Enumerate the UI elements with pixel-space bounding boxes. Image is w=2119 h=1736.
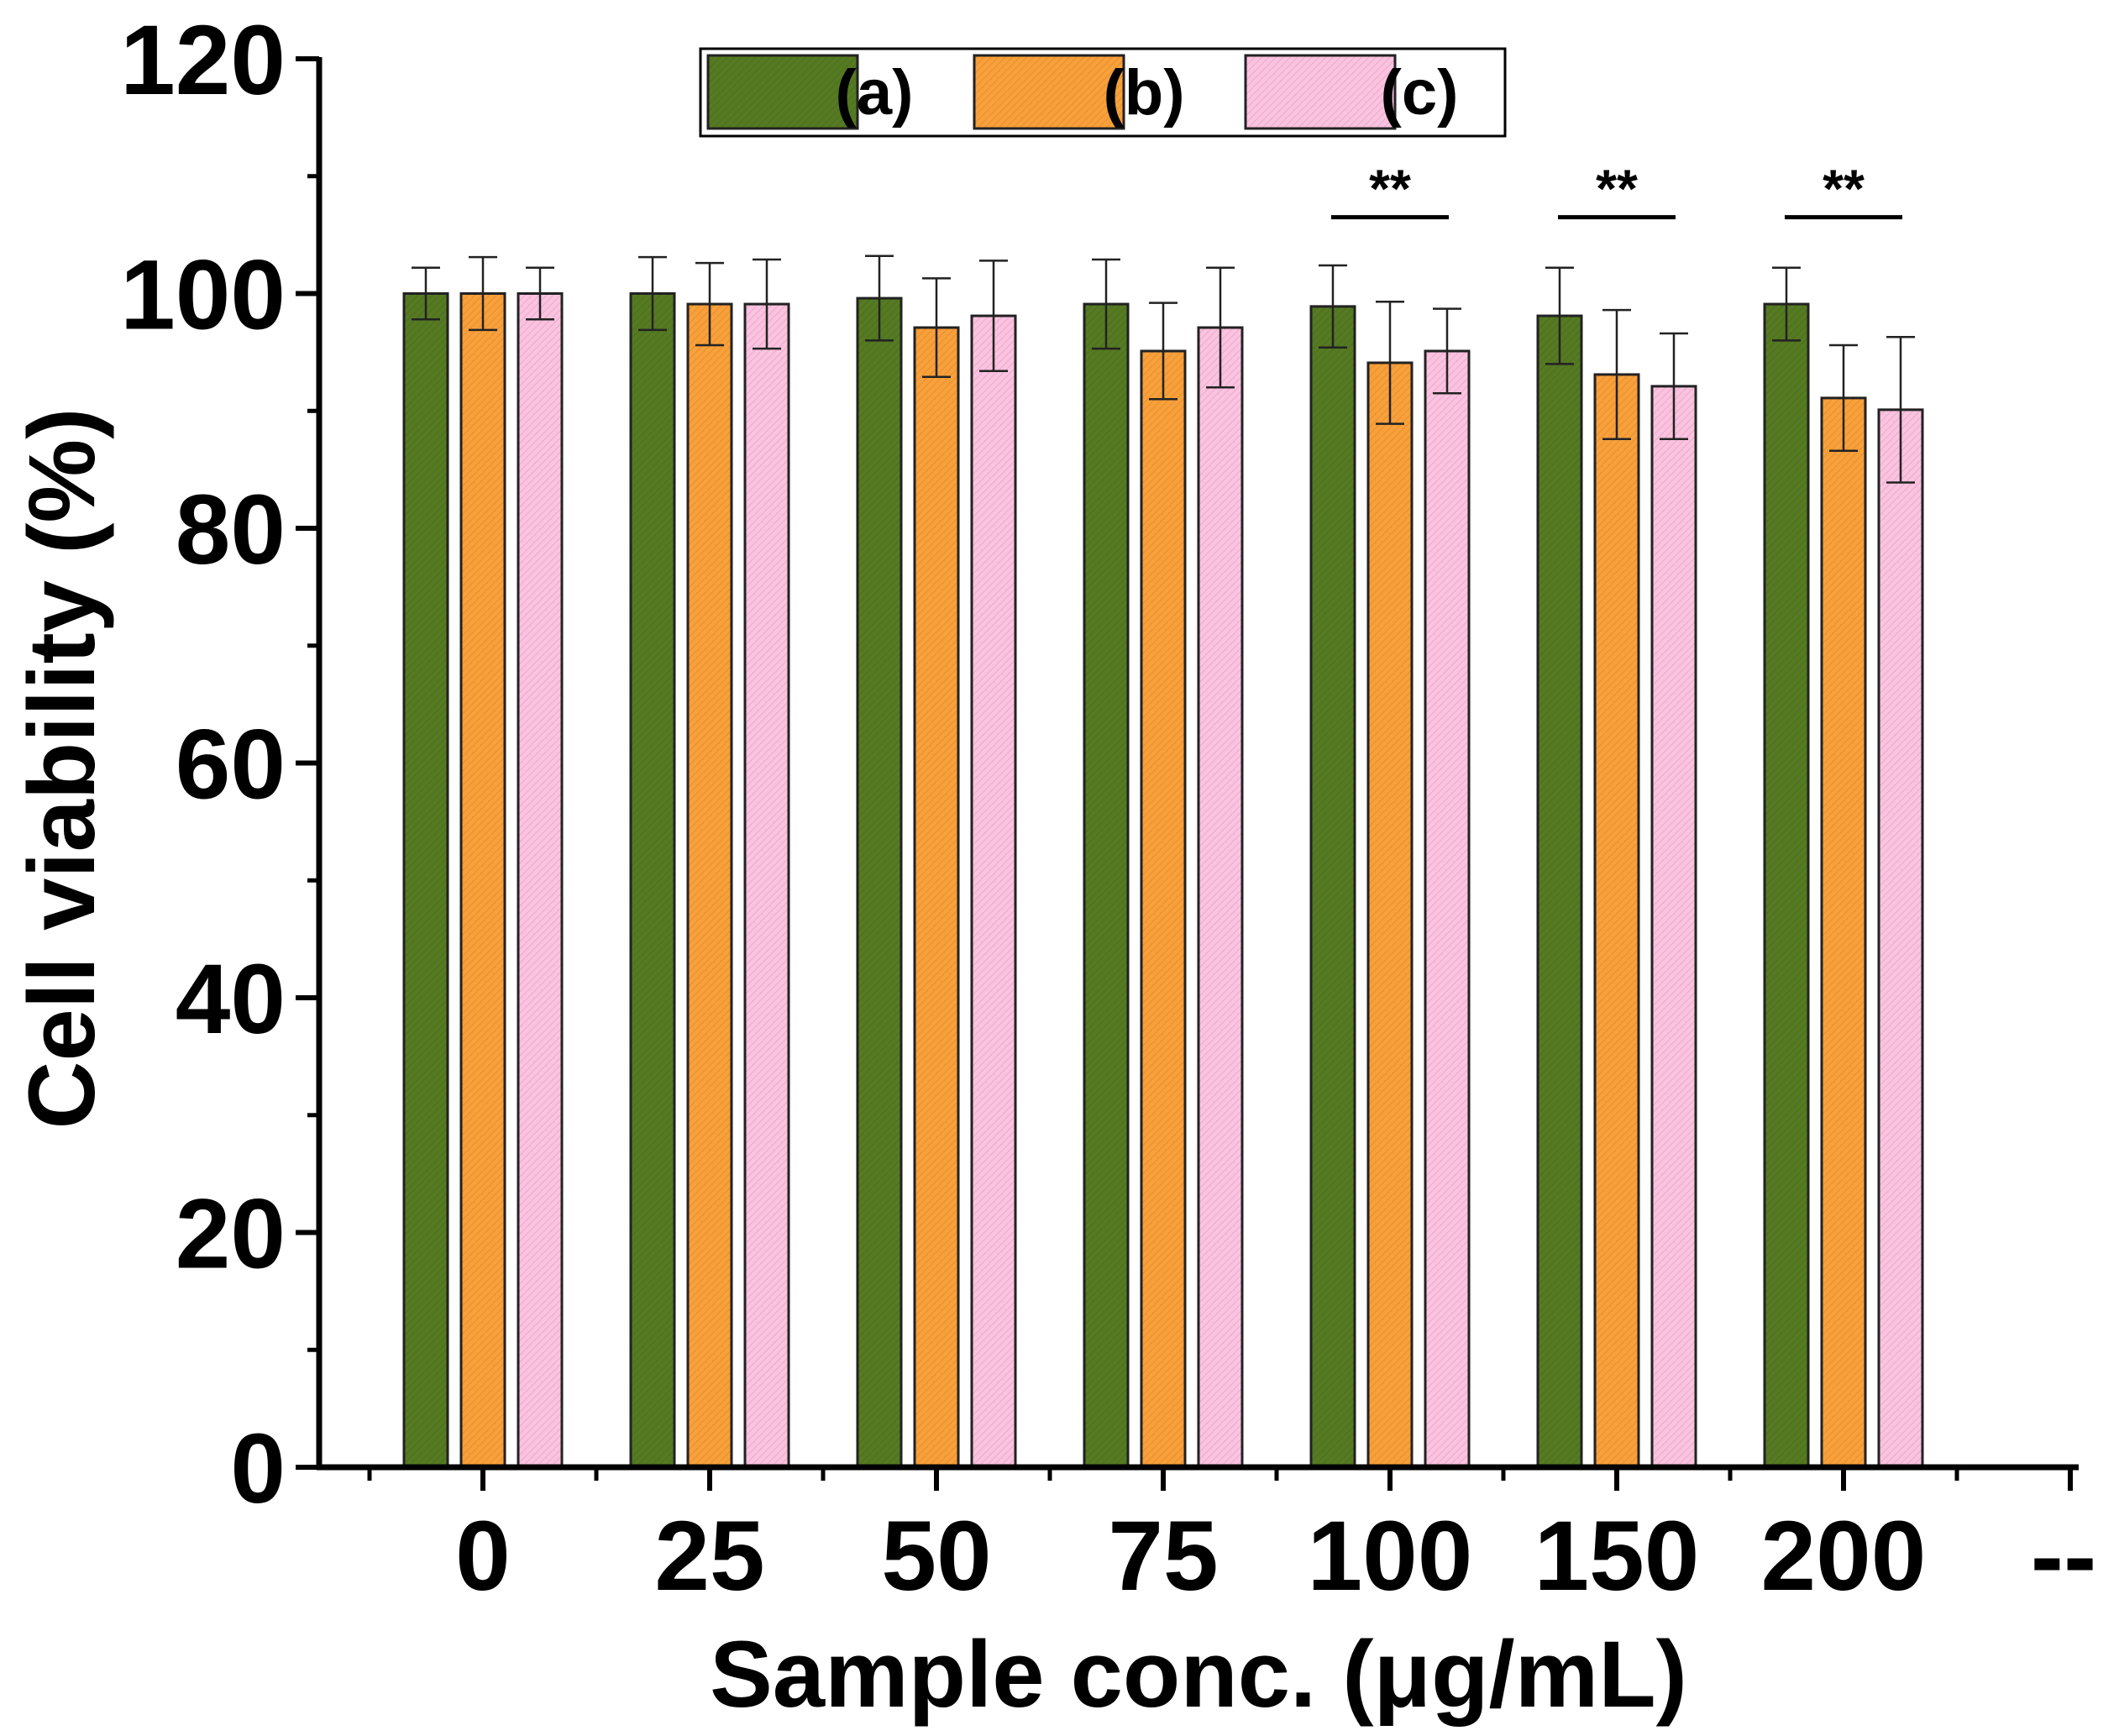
axes: 0 20 40 60 80 100 120 0 25 50 75 100 150 200 -- [120, 5, 2096, 1612]
x-axis-title: Sample conc. (μg/mL) [710, 1622, 1687, 1727]
legend-swatch-texture-series-2 [974, 55, 1124, 128]
legend-label-series-2: (b) [1103, 57, 1184, 128]
x-tick-label-100: 100 [1308, 1501, 1473, 1612]
significance-marker-150: ** [1596, 159, 1638, 219]
legend: (a) (b) (c) [699, 47, 1507, 138]
bar-texture-series-2-0 [461, 293, 505, 1467]
bar-texture-series-3-50 [972, 316, 1015, 1467]
bar-texture-series-2-200 [1822, 397, 1865, 1468]
bar-texture-series-2-100 [1368, 362, 1412, 1467]
bar-texture-series-3-200 [1879, 409, 1922, 1467]
bar-texture-series-1-50 [858, 298, 901, 1468]
legend-label-series-1: (a) [836, 57, 914, 128]
bar-texture-series-2-50 [915, 328, 958, 1468]
legend-label-series-3: (c) [1381, 57, 1459, 128]
x-tick-label-25: 25 [654, 1501, 764, 1612]
bar-texture-series-3-150 [1652, 385, 1696, 1468]
bar-texture-series-2-25 [688, 304, 732, 1467]
y-tick-label-20: 20 [176, 1179, 286, 1290]
y-axis-title: Cell viability (%) [9, 408, 114, 1130]
error-bars-layer [412, 254, 1915, 484]
legend-swatch-texture-series-1 [708, 55, 858, 128]
bar-texture-series-3-25 [745, 304, 789, 1467]
bar-texture-series-1-75 [1084, 304, 1128, 1467]
x-tick-label-extra: -- [2031, 1501, 2097, 1612]
bar-texture-series-1-150 [1538, 316, 1581, 1467]
x-tick-label-150: 150 [1534, 1501, 1700, 1612]
bar-texture-series-1-25 [631, 293, 674, 1467]
y-tick-label-100: 100 [120, 240, 286, 351]
y-tick-label-120: 120 [120, 5, 286, 116]
bar-texture-series-1-200 [1765, 304, 1808, 1467]
y-tick-label-40: 40 [176, 944, 286, 1055]
bar-texture-series-3-100 [1425, 350, 1469, 1467]
y-tick-label-60: 60 [176, 710, 286, 821]
significance-annotations: ** ** ** [1331, 159, 1902, 220]
bar-texture-series-1-0 [404, 293, 448, 1467]
bars-layer [402, 292, 1924, 1469]
x-tick-label-50: 50 [881, 1501, 991, 1612]
x-tick-label-0: 0 [455, 1501, 511, 1612]
y-tick-label-80: 80 [176, 475, 286, 585]
bar-texture-series-1-100 [1311, 306, 1355, 1467]
significance-marker-200: ** [1823, 159, 1865, 219]
legend-swatch-texture-series-3 [1246, 55, 1395, 128]
bar-texture-series-2-75 [1141, 350, 1185, 1467]
bar-texture-series-3-75 [1198, 328, 1242, 1468]
x-tick-label-200: 200 [1761, 1501, 1927, 1612]
bar-texture-series-2-150 [1595, 374, 1639, 1467]
significance-marker-100: ** [1369, 159, 1411, 219]
x-tick-label-75: 75 [1108, 1501, 1218, 1612]
y-tick-label-0: 0 [230, 1413, 286, 1524]
bar-texture-series-3-0 [518, 293, 562, 1467]
